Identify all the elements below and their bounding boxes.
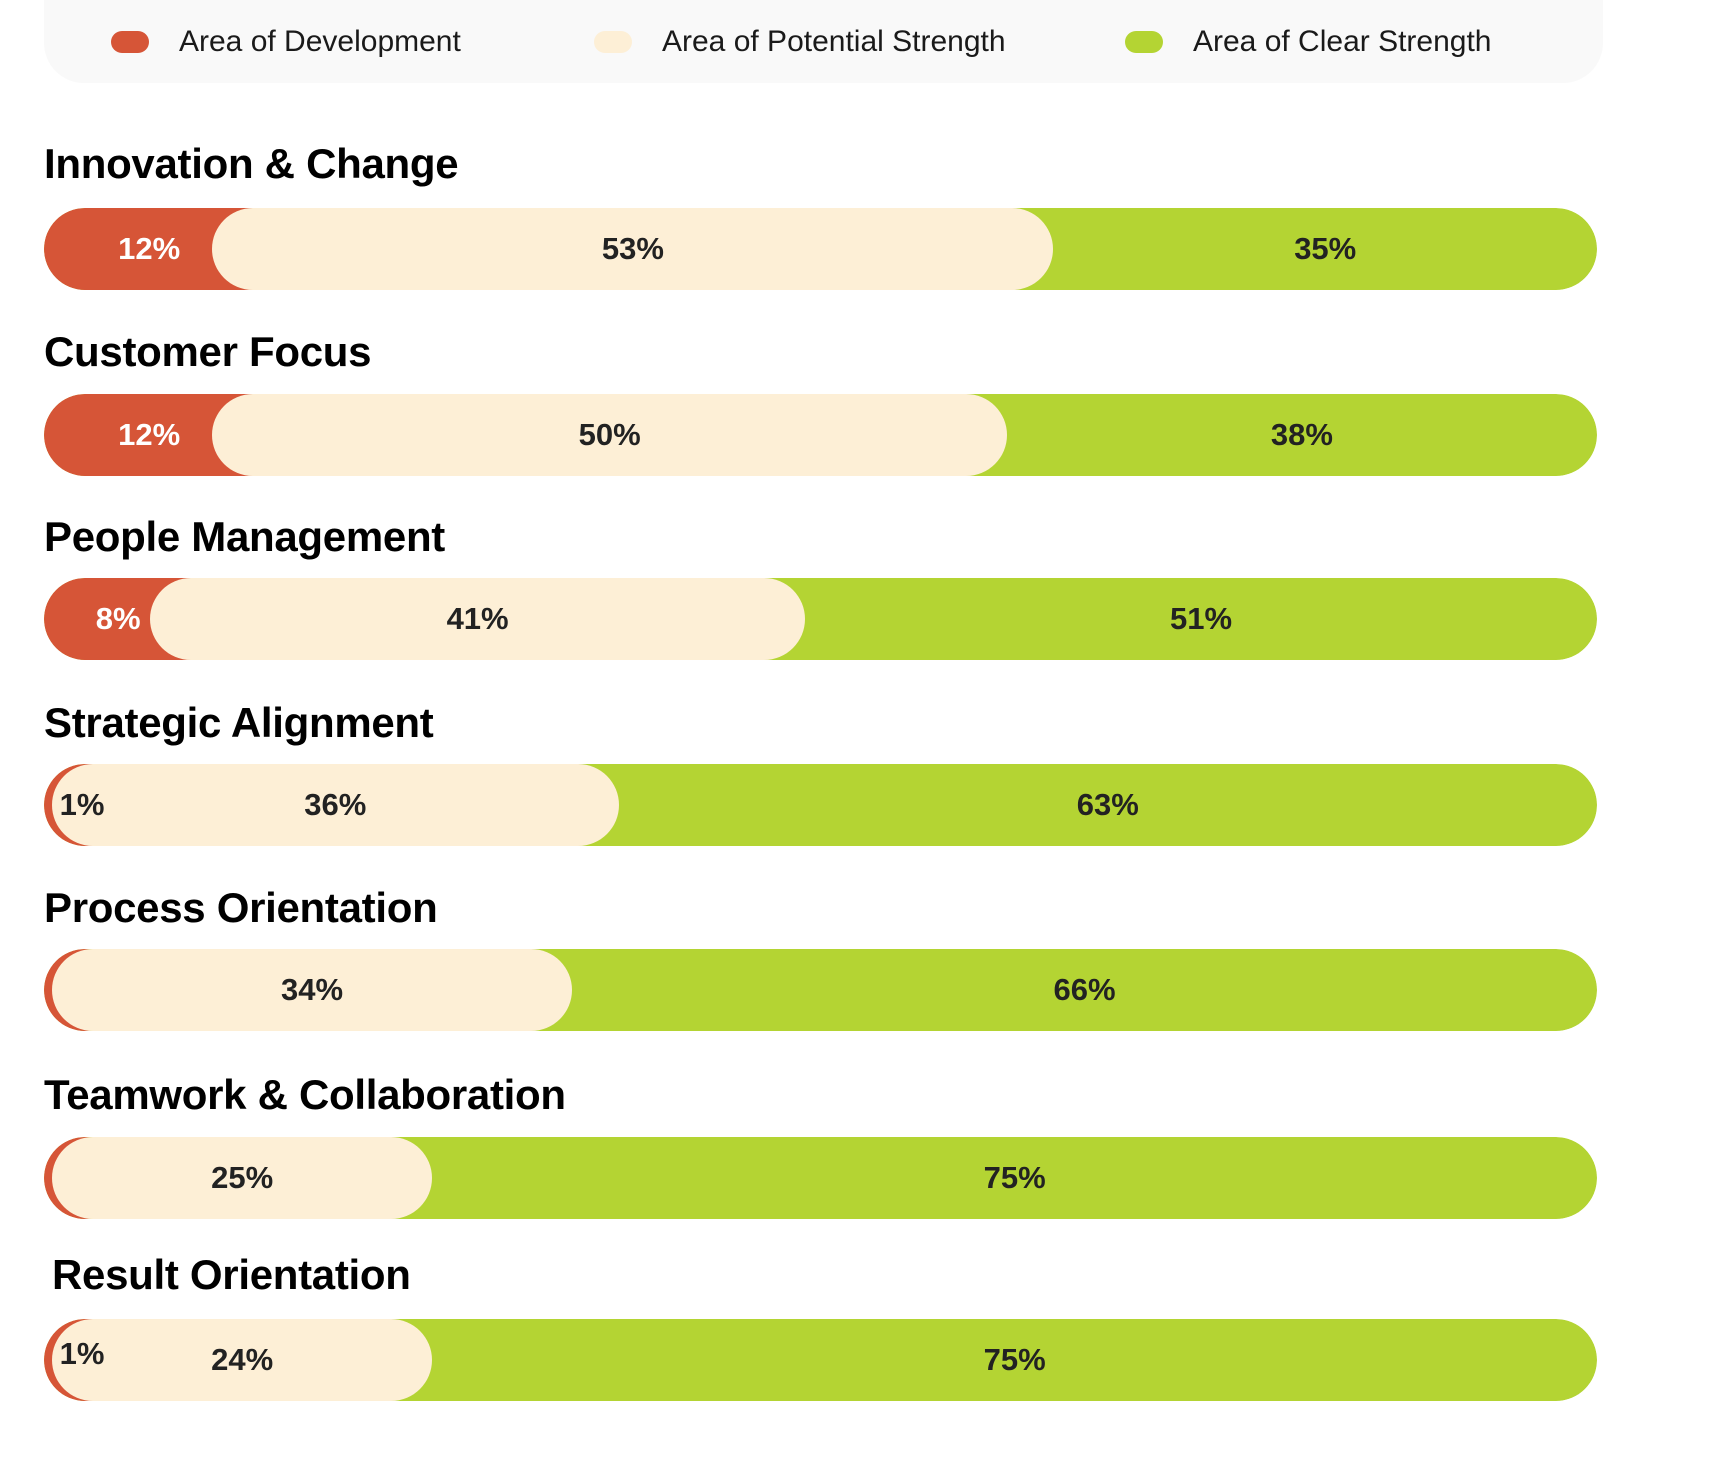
- category-title: Strategic Alignment: [44, 699, 434, 746]
- label-clear-strength: 63%: [1076, 787, 1139, 822]
- bar-process-orientation: 34% 66%: [44, 949, 1597, 1031]
- bar-teamwork-collaboration: 25% 75%: [44, 1137, 1597, 1219]
- legend-label: Area of Development: [179, 24, 461, 58]
- legend-label: Area of Clear Strength: [1193, 24, 1492, 58]
- label-development: 1%: [59, 1336, 105, 1371]
- segment-potential-strength: [212, 394, 1007, 476]
- category-title: Innovation & Change: [44, 140, 459, 187]
- legend: Area of Development Area of Potential St…: [44, 0, 1603, 83]
- legend-item-potential-strength: Area of Potential Strength: [594, 0, 1006, 83]
- label-potential-strength: 24%: [211, 1342, 274, 1377]
- label-clear-strength: 75%: [983, 1160, 1046, 1195]
- bar-innovation-change: 12% 53% 35%: [44, 208, 1597, 290]
- label-development: 8%: [95, 601, 141, 636]
- bar-strategic-alignment: 1% 36% 63%: [44, 764, 1597, 846]
- label-potential-strength: 41%: [446, 601, 509, 636]
- label-clear-strength: 66%: [1053, 972, 1116, 1007]
- label-clear-strength: 38%: [1270, 417, 1333, 452]
- label-potential-strength: 53%: [601, 231, 664, 266]
- segment-potential-strength: [52, 949, 573, 1031]
- category-title: Result Orientation: [52, 1251, 411, 1298]
- segment-potential-strength: [52, 1319, 433, 1401]
- legend-item-development: Area of Development: [111, 0, 461, 83]
- segment-potential-strength: [150, 578, 805, 660]
- category-title: Customer Focus: [44, 328, 372, 375]
- bar-customer-focus: 12% 50% 38%: [44, 394, 1597, 476]
- label-clear-strength: 35%: [1294, 231, 1357, 266]
- segment-potential-strength: [52, 1137, 433, 1219]
- label-development: 12%: [118, 231, 181, 266]
- category-title: Teamwork & Collaboration: [44, 1071, 566, 1118]
- bar-result-orientation: 1% 24% 75%: [44, 1319, 1597, 1401]
- legend-swatch-potential-strength: [594, 30, 632, 53]
- label-development: 12%: [118, 417, 181, 452]
- legend-label: Area of Potential Strength: [662, 24, 1006, 58]
- label-potential-strength: 25%: [211, 1160, 274, 1195]
- bar-people-management: 8% 41% 51%: [44, 578, 1597, 660]
- segment-potential-strength: [212, 208, 1054, 290]
- category-title: Process Orientation: [44, 884, 438, 931]
- legend-swatch-development: [111, 30, 149, 53]
- label-potential-strength: 36%: [304, 787, 367, 822]
- label-clear-strength: 51%: [1169, 601, 1233, 636]
- label-potential-strength: 34%: [280, 972, 344, 1007]
- category-title: People Management: [44, 513, 445, 560]
- label-development: 1%: [59, 787, 105, 822]
- label-potential-strength: 50%: [578, 417, 641, 452]
- legend-item-clear-strength: Area of Clear Strength: [1125, 0, 1492, 83]
- label-clear-strength: 75%: [983, 1342, 1046, 1377]
- legend-swatch-clear-strength: [1125, 30, 1163, 53]
- segment-potential-strength: [52, 764, 619, 846]
